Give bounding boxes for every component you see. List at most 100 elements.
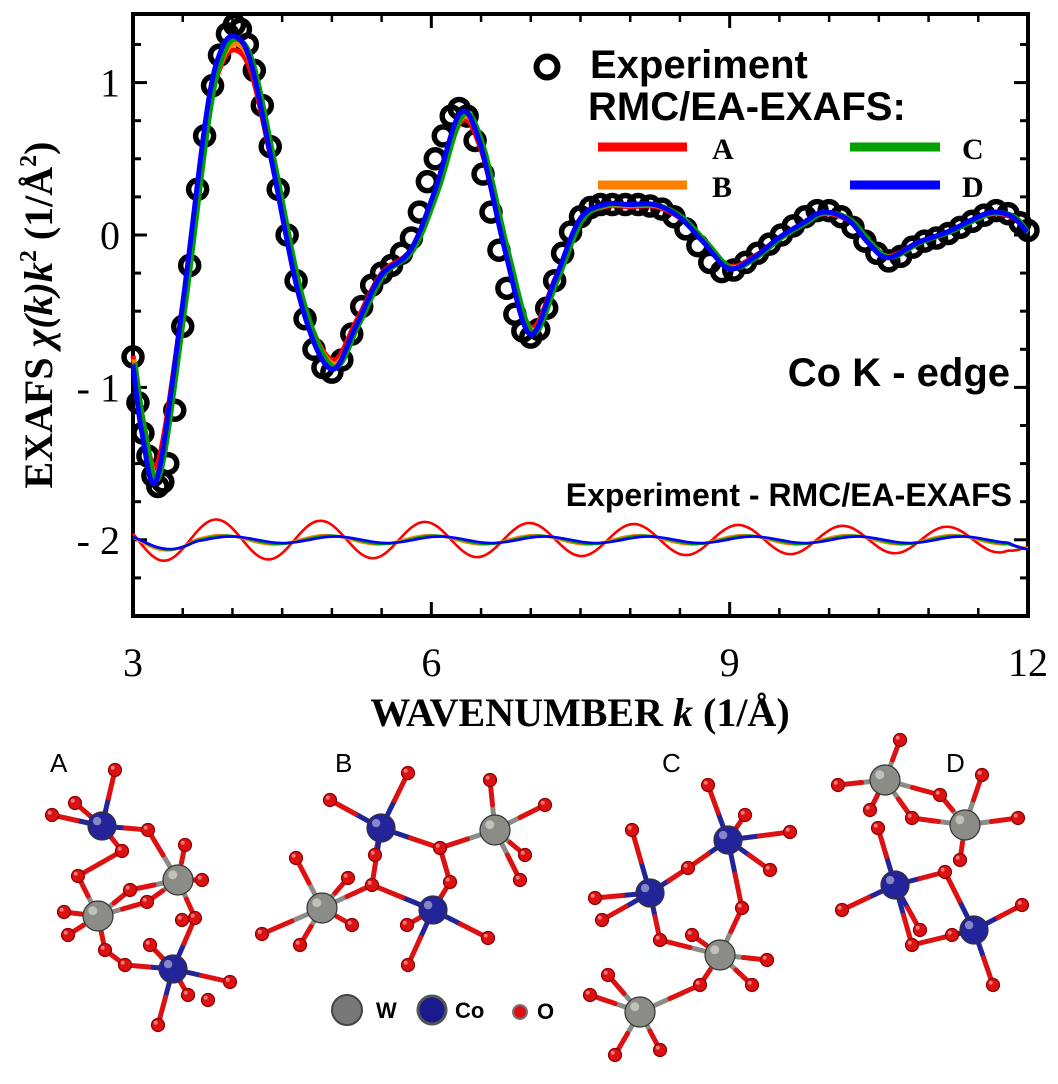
atom-o [652,1042,668,1058]
atom-o [70,868,86,884]
atom-o [834,902,850,918]
experiment-point [877,249,901,273]
atom-highlight [47,810,52,815]
atom-highlight [312,898,322,908]
atom-o [364,877,380,893]
atom-legend-w-label: W [376,998,397,1023]
atom-highlight [683,863,688,868]
atom-highlight [347,920,352,925]
atom-highlight [630,1002,640,1012]
atom-highlight [895,735,900,740]
panel-label-b: B [335,748,352,778]
atom-highlight [833,780,838,785]
atom-legend-o-label: O [537,999,554,1024]
atom-o [180,987,196,1003]
legend-experiment-label: Experiment [590,43,808,87]
molecule-atoms [44,732,1030,1063]
atom-o [340,870,356,886]
atom-o [367,847,383,863]
atom-o [904,937,920,953]
atom-o [744,977,760,993]
atom-highlight [597,915,602,920]
atom-highlight [1017,900,1022,905]
atom-highlight [737,903,742,908]
atom-highlight [485,775,490,780]
atom-o [892,732,908,748]
atom-highlight [988,980,993,985]
atom-highlight [540,800,545,805]
atom-o [904,810,920,826]
y-tick-label: - 1 [77,365,120,410]
atom-highlight [655,935,660,940]
atom-highlight [70,798,75,803]
atom-highlight [402,920,407,925]
atom-o [537,797,553,813]
atom-highlight [295,940,300,945]
atom-o [762,862,778,878]
atom-highlight [63,930,68,935]
atom-highlight [88,906,98,916]
x-tick-label: 9 [720,640,740,685]
atom-o [700,777,716,793]
atom-highlight [92,816,102,826]
atom-highlight [225,977,230,982]
atom-o [932,787,948,803]
atom-w [306,892,338,924]
atom-highlight [747,980,752,985]
atom-o [862,802,878,818]
atom-w [82,900,114,932]
atom-o [974,767,990,783]
atom-highlight [403,960,408,965]
atom-o [142,937,158,953]
atom-highlight [445,877,450,882]
panel-label-a: A [50,748,68,778]
atom-o [692,977,708,993]
experiment-point [1016,218,1040,243]
atom-o [56,904,72,920]
atom-co [635,878,665,908]
atom-o [432,840,448,856]
atom-highlight [485,820,495,830]
atom-highlight [762,955,767,960]
atom-co [158,954,188,984]
y-tick-labels: 1 0 - 1 - 2 [77,61,120,563]
atom-highlight [655,1045,660,1050]
atom-o [985,977,1001,993]
atom-highlight [907,813,912,818]
difference-curve-a [131,518,1029,563]
atom-o [582,987,598,1003]
atom-o [114,843,130,859]
atom-highlight [885,875,895,885]
atom-o [782,824,798,840]
atom-highlight [907,940,912,945]
legend-experiment-marker [533,53,561,81]
atom-o [624,822,640,838]
atom-o [1014,897,1030,913]
atom-highlight [177,915,182,920]
atom-co [959,915,989,945]
atom-o [400,765,416,781]
atom-highlight [203,995,208,1000]
x-tick-label: 6 [421,640,441,685]
atom-o [254,926,270,942]
atom-o [480,930,496,946]
atom-highlight [785,827,790,832]
atom-highlight [370,850,375,855]
atom-highlight [873,823,878,828]
legend: Experiment RMC/EA-EXAFS: A B C D [533,43,984,204]
atom-o [122,882,138,898]
atom-highlight [710,945,720,955]
atom-o [344,917,360,933]
atom-highlight [1013,813,1018,818]
atom-o [187,910,203,926]
atom-highlight [190,913,195,918]
atom-highlight [610,1050,615,1055]
x-tick-label: 3 [123,640,143,685]
atom-legend-w-icon [331,994,363,1026]
y-tick-label: 0 [100,213,120,258]
atom-highlight [947,930,952,935]
panel-label-d: D [946,748,965,778]
atom-legend-co-icon [416,994,448,1026]
atom-o [200,992,216,1008]
atom-highlight [935,790,940,795]
